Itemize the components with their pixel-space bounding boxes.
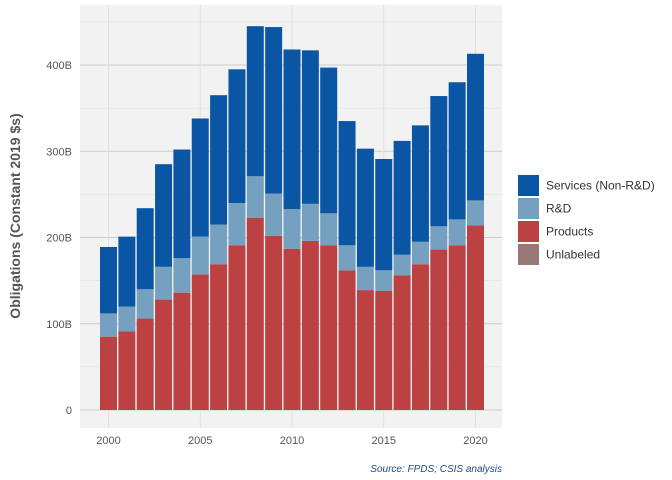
- bar-segment-services-non-r-d-2005: [191, 118, 209, 237]
- bar-segment-r-d-2013: [338, 245, 356, 271]
- bar-segment-services-non-r-d-2009: [265, 27, 283, 194]
- bars-layer: [100, 26, 484, 410]
- bar-segment-r-d-2019: [448, 219, 466, 246]
- bar-segment-r-d-2004: [173, 258, 191, 293]
- bar-segment-services-non-r-d-2000: [100, 246, 117, 314]
- bar-segment-products-2005: [191, 274, 209, 410]
- legend-swatch: [518, 244, 539, 265]
- bar-segment-services-non-r-d-2016: [393, 140, 411, 255]
- x-axis: 2000 2005 2010 2015 2020: [96, 435, 487, 447]
- legend-swatch: [518, 221, 539, 242]
- bar-segment-r-d-2006: [210, 224, 228, 265]
- bar-segment-services-non-r-d-2013: [338, 121, 356, 246]
- bar-segment-services-non-r-d-2017: [411, 125, 429, 242]
- bar-segment-products-2015: [375, 290, 393, 410]
- y-tick-label: 400B: [46, 60, 72, 72]
- bar-segment-products-2007: [228, 245, 246, 410]
- x-tick-label: 2000: [96, 435, 120, 447]
- bar-segment-products-2001: [118, 331, 136, 410]
- bar-segment-services-non-r-d-2018: [430, 96, 448, 227]
- bar-segment-services-non-r-d-2014: [356, 148, 374, 267]
- bar-segment-products-2012: [320, 245, 338, 410]
- bar-segment-services-non-r-d-2019: [448, 82, 466, 220]
- bar-segment-r-d-2015: [375, 270, 393, 291]
- bar-segment-r-d-2002: [136, 289, 154, 319]
- bar-segment-r-d-2012: [320, 213, 338, 246]
- bar-segment-products-2000: [100, 336, 117, 410]
- legend: Services (Non-R&D) R&D Products Unlabeled: [518, 175, 655, 265]
- bar-segment-products-2002: [136, 318, 154, 410]
- bar-segment-r-d-2011: [301, 203, 319, 241]
- bar-segment-products-2014: [356, 290, 374, 410]
- bar-segment-services-non-r-d-2004: [173, 149, 191, 259]
- y-tick-label: 200B: [46, 233, 72, 245]
- bar-segment-r-d-2017: [411, 241, 429, 265]
- bar-segment-products-2018: [430, 249, 448, 410]
- bar-segment-products-2010: [283, 248, 301, 410]
- bar-segment-products-2006: [210, 264, 228, 410]
- bar-segment-products-2004: [173, 292, 191, 410]
- bar-segment-services-non-r-d-2007: [228, 69, 246, 203]
- bar-segment-products-2013: [338, 270, 356, 410]
- legend-swatch: [518, 175, 539, 196]
- legend-label: Unlabeled: [546, 248, 600, 262]
- bar-segment-r-d-2020: [467, 200, 484, 226]
- x-tick-label: 2005: [188, 435, 212, 447]
- bar-segment-services-non-r-d-2011: [301, 50, 319, 204]
- bar-segment-products-2019: [448, 245, 466, 410]
- bar-segment-services-non-r-d-2001: [118, 236, 136, 307]
- bar-segment-r-d-2001: [118, 306, 136, 332]
- caption: Source: FPDS; CSIS analysis: [370, 464, 502, 475]
- bar-segment-r-d-2005: [191, 236, 209, 275]
- bar-segment-r-d-2014: [356, 266, 374, 291]
- x-tick-label: 2010: [280, 435, 304, 447]
- legend-label: Services (Non-R&D): [546, 179, 655, 193]
- x-tick-label: 2020: [463, 435, 487, 447]
- bar-segment-services-non-r-d-2015: [375, 159, 393, 271]
- bar-segment-r-d-2016: [393, 254, 411, 276]
- x-tick-label: 2015: [372, 435, 396, 447]
- bar-segment-services-non-r-d-2003: [155, 164, 173, 267]
- bar-segment-services-non-r-d-2012: [320, 67, 338, 214]
- y-tick-label: 100B: [46, 319, 72, 331]
- bar-segment-products-2017: [411, 264, 429, 410]
- bar-segment-products-2016: [393, 275, 411, 410]
- y-axis-title: Obligations (Constant 2019 $s): [7, 113, 23, 318]
- legend-swatch: [518, 198, 539, 219]
- bar-segment-products-2003: [155, 299, 173, 410]
- bar-segment-r-d-2003: [155, 266, 173, 300]
- bar-segment-r-d-2009: [265, 193, 283, 236]
- bar-segment-services-non-r-d-2008: [246, 26, 264, 177]
- y-tick-label: 300B: [46, 146, 72, 158]
- bar-segment-services-non-r-d-2006: [210, 95, 228, 225]
- bar-segment-services-non-r-d-2002: [136, 208, 154, 290]
- bar-segment-services-non-r-d-2010: [283, 49, 301, 210]
- bar-segment-r-d-2000: [100, 313, 117, 337]
- y-axis: 0 100B 200B 300B 400B: [46, 60, 72, 417]
- bar-segment-products-2009: [265, 235, 283, 410]
- legend-label: R&D: [546, 202, 572, 216]
- y-tick-label: 0: [66, 405, 72, 417]
- bar-segment-r-d-2010: [283, 209, 301, 249]
- bar-segment-r-d-2007: [228, 203, 246, 246]
- bar-segment-r-d-2018: [430, 226, 448, 250]
- bar-segment-r-d-2008: [246, 176, 264, 218]
- bar-segment-products-2020: [467, 225, 484, 410]
- bar-segment-services-non-r-d-2020: [467, 53, 484, 201]
- bar-segment-products-2011: [301, 240, 319, 410]
- legend-label: Products: [546, 225, 593, 239]
- bar-segment-products-2008: [246, 217, 264, 410]
